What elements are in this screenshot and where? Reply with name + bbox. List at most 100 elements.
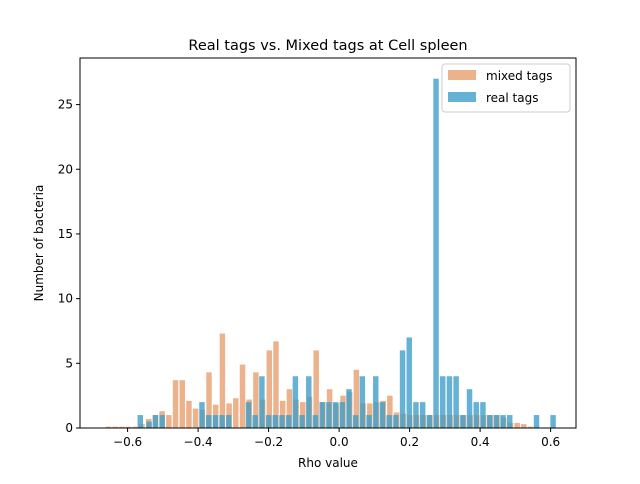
bar-mixed-tags [166, 415, 172, 428]
y-axis: 0 5 10 15 20 25 [58, 98, 80, 435]
bar-real-tags [159, 415, 165, 428]
bar-real-tags [212, 415, 219, 428]
bar-real-tags [306, 376, 312, 428]
bar-mixed-tags [387, 395, 393, 428]
legend-swatch-mixed-tags [448, 70, 476, 80]
bar-real-tags [279, 415, 285, 428]
legend: mixed tags real tags [441, 63, 571, 113]
bar-mixed-tags [527, 426, 534, 428]
series-real-tags [137, 78, 556, 428]
bar-real-tags [406, 337, 412, 428]
chart-title: Real tags vs. Mixed tags at Cell spleen [188, 38, 467, 54]
bar-real-tags [339, 402, 346, 428]
bar-real-tags [486, 415, 493, 428]
bar-real-tags [460, 415, 466, 428]
x-tick-label: 0.4 [471, 435, 490, 449]
bar-mixed-tags [286, 389, 293, 428]
bar-real-tags [433, 78, 439, 428]
x-axis-label: Rho value [298, 456, 358, 470]
bar-mixed-tags [266, 350, 273, 428]
bar-real-tags [426, 415, 433, 428]
bar-mixed-tags [112, 426, 118, 428]
legend-label-mixed-tags: mixed tags [486, 69, 553, 83]
bar-real-tags [205, 415, 212, 428]
y-tick-label: 0 [65, 421, 73, 435]
x-tick-label: 0.2 [400, 435, 419, 449]
bar-real-tags [352, 415, 359, 428]
bar-real-tags [312, 415, 319, 428]
bar-real-tags [373, 376, 379, 428]
y-tick-label: 5 [65, 356, 73, 370]
bar-mixed-tags [514, 422, 520, 428]
bar-mixed-tags [239, 364, 246, 428]
bar-real-tags [386, 415, 392, 428]
bar-real-tags [219, 415, 225, 428]
bar-mixed-tags [105, 426, 112, 428]
bar-real-tags [199, 402, 205, 428]
bar-mixed-tags [233, 398, 239, 428]
bar-mixed-tags [279, 400, 286, 428]
bar-real-tags [506, 415, 513, 428]
x-tick-label: 0.6 [541, 435, 560, 449]
bar-mixed-tags [132, 426, 139, 428]
bar-real-tags [399, 350, 406, 428]
bar-real-tags [245, 402, 252, 428]
bar-real-tags [259, 376, 265, 428]
bar-real-tags [152, 415, 159, 428]
bar-mixed-tags [172, 380, 179, 428]
bar-real-tags [226, 415, 232, 428]
bar-real-tags [137, 415, 144, 428]
bar-real-tags [550, 415, 556, 428]
axes-frame [79, 57, 577, 429]
y-axis-label: Number of bacteria [32, 185, 46, 302]
bar-real-tags [533, 415, 540, 428]
bar-real-tags [440, 376, 446, 428]
bar-real-tags [466, 389, 473, 428]
bar-real-tags [453, 376, 459, 428]
bar-real-tags [359, 376, 366, 428]
plot-area [105, 78, 556, 428]
bar-mixed-tags [186, 400, 192, 428]
bar-real-tags [393, 415, 399, 428]
bar-mixed-tags [313, 350, 319, 428]
bar-mixed-tags [179, 380, 185, 428]
y-tick-label: 20 [58, 162, 73, 176]
x-tick-label: −0.6 [113, 435, 142, 449]
bar-real-tags [252, 415, 258, 428]
x-tick-label: −0.2 [254, 435, 283, 449]
bar-real-tags [473, 402, 479, 428]
bar-real-tags [500, 415, 506, 428]
bar-real-tags [332, 402, 339, 428]
bar-real-tags [480, 402, 486, 428]
bar-real-tags [366, 415, 372, 428]
bar-real-tags [146, 421, 152, 428]
bar-mixed-tags [206, 372, 212, 428]
bar-real-tags [265, 415, 272, 428]
bar-real-tags [319, 402, 325, 428]
bar-mixed-tags [273, 341, 279, 428]
bar-mixed-tags [192, 408, 199, 428]
bar-mixed-tags [521, 424, 527, 428]
x-axis: −0.6 −0.4 −0.2 0.0 0.2 0.4 0.6 [113, 428, 560, 449]
legend-swatch-real-tags [448, 92, 476, 102]
bar-mixed-tags [253, 372, 259, 428]
bar-real-tags [285, 415, 292, 428]
bar-mixed-tags [125, 426, 132, 428]
y-tick-label: 10 [58, 292, 73, 306]
bar-real-tags [292, 376, 299, 428]
bar-real-tags [413, 402, 419, 428]
y-tick-label: 25 [58, 98, 73, 112]
x-tick-label: 0.0 [330, 435, 349, 449]
legend-label-real-tags: real tags [486, 91, 538, 105]
bar-mixed-tags [353, 369, 360, 428]
bar-real-tags [493, 415, 500, 428]
bar-real-tags [272, 415, 279, 428]
bar-real-tags [346, 389, 352, 428]
bar-real-tags [379, 402, 386, 428]
bar-real-tags [299, 415, 305, 428]
y-tick-label: 15 [58, 227, 73, 241]
x-tick-label: −0.4 [184, 435, 213, 449]
bar-mixed-tags [119, 426, 125, 428]
